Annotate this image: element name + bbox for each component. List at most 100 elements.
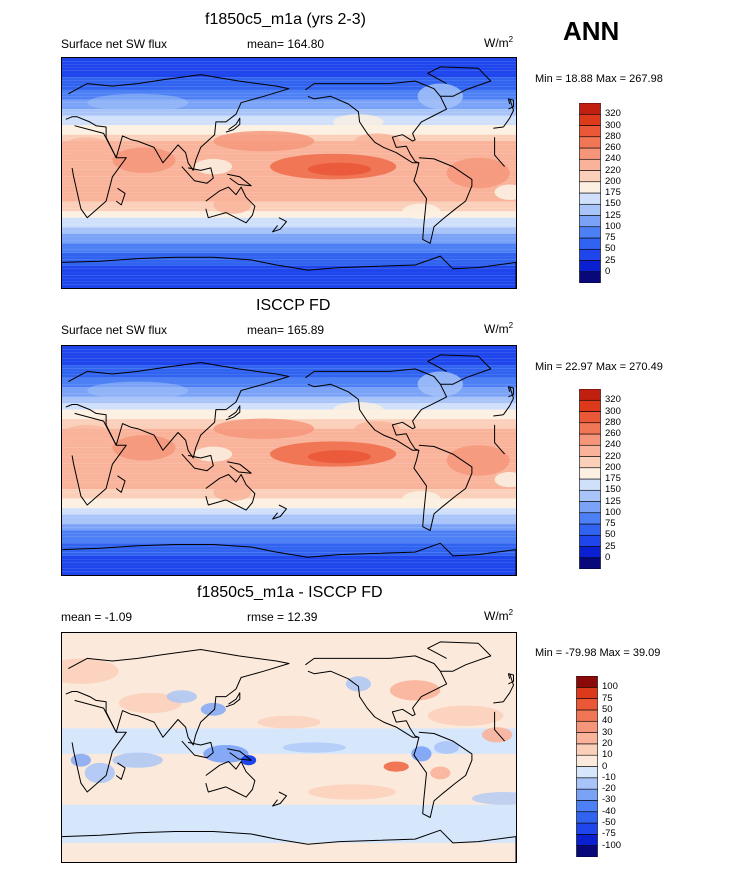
colorbar-swatch <box>579 147 601 160</box>
panel2-map <box>61 345 517 576</box>
zonal-band <box>62 517 516 521</box>
field-anomaly <box>482 727 513 743</box>
zonal-band <box>62 275 516 279</box>
panel3-mean-label: mean = -1.09 <box>61 610 133 624</box>
coastline-southAmerica <box>413 157 473 244</box>
coastline-greenland <box>427 66 492 97</box>
field-anomaly <box>345 676 371 692</box>
zonal-band <box>62 441 516 445</box>
zonal-band <box>62 240 516 244</box>
zonal-band <box>62 96 516 100</box>
zonal-band <box>62 109 516 113</box>
zonal-band <box>62 479 516 483</box>
colorbar-tick-label: 0 <box>602 760 608 772</box>
zonal-band <box>62 511 516 515</box>
field-anomaly <box>282 742 346 753</box>
colorbar-swatch <box>576 709 598 722</box>
zonal-band <box>62 412 516 416</box>
field-anomaly <box>307 450 371 464</box>
colorbar-swatch <box>579 411 601 424</box>
field-anomaly <box>213 196 252 214</box>
field-anomaly <box>62 137 113 158</box>
field-anomaly <box>383 761 409 772</box>
field-anomaly <box>194 446 233 462</box>
panel2-colorbar: 320 300 280 260 240 220 200 175 150 125 100 75 50 25 0 <box>579 389 639 569</box>
colorbar-swatch <box>576 777 598 790</box>
colorbar-tick-label: 100 <box>602 681 618 693</box>
colorbar-swatch <box>579 557 601 569</box>
zonal-band <box>62 182 516 186</box>
colorbar-swatch <box>576 811 598 824</box>
colorbar-tick-label: 220 <box>605 450 621 462</box>
field-anomaly <box>427 705 504 726</box>
coastline-newZealand <box>272 504 287 520</box>
zonal-band <box>62 105 516 110</box>
zonal-band <box>62 198 516 202</box>
coastline-madagascar <box>115 762 126 780</box>
zonal-band <box>62 466 516 471</box>
zonal-band <box>62 201 516 205</box>
colorbar-swatch <box>579 203 601 216</box>
coastline-southAmerica <box>413 444 473 531</box>
coastline-southAmerica <box>413 731 473 818</box>
zonal-band <box>62 346 516 350</box>
field-anomaly <box>434 741 460 754</box>
zonal-band <box>62 489 516 493</box>
zonal-band <box>62 804 516 843</box>
zonal-band <box>62 236 516 241</box>
colorbar-swatch <box>579 399 601 412</box>
zonal-band <box>62 403 516 407</box>
coastline-indonesia <box>181 453 214 472</box>
field-anomaly <box>112 752 163 768</box>
zonal-band <box>62 233 516 237</box>
colorbar-tick-label: 200 <box>605 461 621 473</box>
colorbar-tick-label: -50 <box>602 817 616 829</box>
zonal-band <box>62 482 516 486</box>
coastline-africa <box>493 414 504 417</box>
zonal-band <box>62 492 516 496</box>
field-anomaly <box>84 762 115 784</box>
coastline-japan <box>225 405 241 421</box>
coastline-newGuinea <box>227 173 252 187</box>
zonal-band <box>62 470 516 474</box>
colorbar-swatch <box>579 248 601 261</box>
zonal-band <box>62 393 516 397</box>
field-anomaly <box>118 692 182 714</box>
zonal-band <box>62 89 516 94</box>
colorbar-swatch <box>579 113 601 126</box>
colorbar-swatch <box>576 732 598 745</box>
coastline-northAmerica <box>305 655 448 738</box>
zonal-band <box>62 83 516 87</box>
field-anomaly <box>213 130 315 152</box>
zonal-band <box>62 377 516 381</box>
colorbar-tick-label: -100 <box>602 839 622 851</box>
colorbar-swatch <box>579 192 601 205</box>
panel2-units: W/m2 <box>484 321 514 337</box>
colorbar-tick-label: 175 <box>605 187 621 198</box>
coastline-greenland <box>427 641 492 672</box>
zonal-band <box>62 58 516 62</box>
panel1-mean-label: mean= 164.80 <box>247 37 325 51</box>
field-anomaly <box>194 158 233 175</box>
colorbar-tick-label: 300 <box>605 405 621 417</box>
field-anomaly <box>257 715 321 729</box>
colorbar-tick-label: 75 <box>605 232 616 243</box>
colorbar-swatch <box>576 800 598 813</box>
zonal-band <box>62 73 516 78</box>
field-anomaly <box>62 424 113 446</box>
field-anomaly <box>308 784 397 800</box>
zonal-band <box>62 530 516 534</box>
zonal-band <box>62 501 516 506</box>
zonal-band <box>62 188 516 193</box>
colorbar-swatch <box>579 512 601 525</box>
colorbar-tick-label: 100 <box>605 220 621 232</box>
colorbar-swatch <box>576 822 598 835</box>
panel3-rmse-label: rmse = 12.39 <box>247 610 318 624</box>
coastline-uk <box>507 98 514 110</box>
field-anomaly <box>166 690 197 703</box>
field-anomaly <box>213 418 315 439</box>
coastline-newZealand <box>272 791 287 807</box>
coastline-africa <box>493 701 504 704</box>
zonal-band <box>62 380 516 385</box>
colorbar-swatch <box>579 103 601 115</box>
